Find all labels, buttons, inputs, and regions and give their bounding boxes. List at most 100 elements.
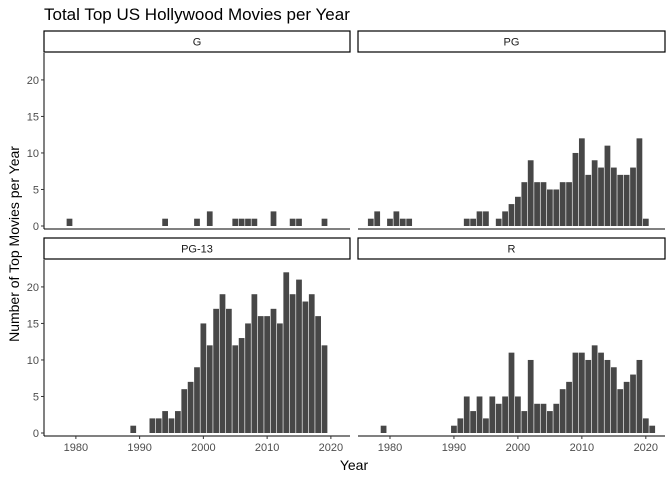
- bar-pg-2001: [521, 182, 528, 226]
- bar-pg-2005: [546, 189, 553, 226]
- bar-r-1990: [451, 425, 457, 433]
- y-tick-label: 15: [27, 318, 39, 330]
- y-axis-title: Number of Top Movies per Year: [6, 146, 22, 342]
- bar-r-2000: [515, 396, 521, 433]
- bar-g-2015: [296, 218, 302, 226]
- bar-pg-1977: [367, 218, 374, 226]
- facet-strip-label: G: [193, 37, 202, 49]
- bar-r-2008: [566, 381, 572, 433]
- bar-pg-13-2016: [302, 301, 309, 433]
- facet-panel-g: G 0 5 10 15 20: [27, 30, 351, 233]
- bar-r-1999: [508, 352, 515, 433]
- bar-pg-2010: [578, 138, 585, 226]
- facet-strip: [43, 30, 351, 53]
- bar-r-2001: [521, 411, 528, 433]
- bar-pg-13-2003: [219, 294, 226, 433]
- bar-pg-13-1996: [175, 411, 181, 433]
- bar-pg-2011: [585, 174, 592, 226]
- bar-pg-1983: [406, 218, 413, 226]
- bar-r-1992: [463, 396, 470, 433]
- bar-pg-13-2013: [283, 272, 290, 433]
- x-tick-label: 2020: [319, 442, 343, 454]
- bar-pg-1980: [387, 218, 393, 226]
- bar-pg-13-2017: [308, 294, 315, 433]
- bar-r-2020: [642, 418, 649, 433]
- bar-pg-13-2010: [264, 316, 270, 433]
- bar-pg-13-1998: [187, 381, 194, 433]
- bar-r-1991: [457, 418, 464, 433]
- facet-strip-label: R: [508, 244, 516, 256]
- bar-r-2017: [623, 381, 630, 433]
- facet-strip: [43, 237, 351, 260]
- bar-r-2004: [540, 403, 547, 433]
- bar-pg-2013: [598, 167, 604, 226]
- bar-r-2009: [572, 352, 579, 433]
- bar-pg-13-2009: [257, 316, 264, 433]
- bar-pg-13-1999: [194, 367, 200, 433]
- x-tick-label: 2010: [570, 442, 594, 454]
- bar-pg-13-1992: [149, 418, 156, 433]
- facet-panels: G 0 5 10 15 20 PG PG-13 0 5 10 15 20 1980 1990 2000 2010…: [27, 30, 666, 454]
- bar-r-1998: [502, 396, 508, 433]
- bar-r-1979: [380, 425, 387, 433]
- facet-panel-pg: PG: [357, 30, 666, 230]
- bar-r-1995: [483, 418, 489, 433]
- bar-g-2005: [232, 218, 239, 226]
- bar-pg-2007: [559, 182, 566, 226]
- bar-r-2003: [534, 403, 540, 433]
- bar-r-2019: [636, 359, 643, 433]
- y-tick-label: 20: [27, 282, 39, 294]
- x-tick-label: 1990: [442, 442, 466, 454]
- bar-r-2021: [649, 425, 656, 433]
- bar-pg-13-2014: [289, 294, 296, 433]
- facet-strip: [357, 30, 666, 53]
- bar-pg-2018: [630, 167, 636, 226]
- bar-r-2010: [578, 352, 585, 433]
- bar-pg-13-2007: [245, 323, 251, 433]
- bar-pg-13-2005: [232, 345, 239, 433]
- bar-g-1999: [194, 218, 200, 226]
- bar-pg-1998: [502, 211, 508, 226]
- bar-pg-1981: [393, 211, 400, 226]
- bar-pg-2003: [534, 182, 540, 226]
- bar-pg-13-2015: [296, 279, 302, 433]
- bar-pg-13-2011: [270, 308, 277, 433]
- x-tick-label: 1990: [127, 442, 151, 454]
- bar-r-2013: [598, 352, 604, 433]
- bar-g-2001: [206, 211, 213, 226]
- facet-strip-label: PG-13: [181, 244, 213, 256]
- bar-pg-2014: [604, 145, 611, 226]
- bar-r-2002: [527, 359, 534, 433]
- bar-r-1994: [476, 396, 483, 433]
- bar-pg-2012: [591, 160, 598, 226]
- bar-g-2008: [251, 218, 258, 226]
- bar-pg-13-2002: [213, 308, 219, 433]
- bar-pg-13-1989: [130, 425, 137, 433]
- y-tick-label: 5: [33, 184, 39, 196]
- bar-pg-2002: [527, 160, 534, 226]
- bar-g-1979: [66, 218, 73, 226]
- bar-pg-2020: [642, 218, 649, 226]
- bar-pg-1978: [374, 211, 381, 226]
- bar-r-2014: [604, 359, 611, 433]
- bar-g-2011: [270, 211, 277, 226]
- bar-pg-1999: [508, 204, 515, 226]
- x-tick-label: 2000: [506, 442, 530, 454]
- x-tick-label: 2020: [634, 442, 658, 454]
- x-tick-label: 2000: [191, 442, 215, 454]
- x-axis-title: Year: [340, 457, 369, 473]
- bar-pg-13-2018: [315, 316, 321, 433]
- bar-r-2007: [559, 389, 566, 433]
- bar-g-1994: [162, 218, 168, 226]
- bar-r-1997: [495, 403, 502, 433]
- x-tick-label: 1980: [64, 442, 88, 454]
- bar-pg-1993: [470, 218, 477, 226]
- bar-pg-2017: [623, 174, 630, 226]
- bar-pg-13-1993: [155, 418, 162, 433]
- bar-pg-1997: [495, 218, 502, 226]
- x-tick-label: 2010: [255, 442, 279, 454]
- bar-r-2015: [610, 367, 617, 433]
- bar-pg-13-2008: [251, 294, 258, 433]
